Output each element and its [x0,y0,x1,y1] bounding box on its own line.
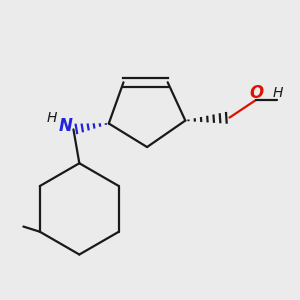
Text: O: O [249,84,263,102]
Text: H: H [46,111,56,124]
Text: N: N [59,117,73,135]
Text: H: H [273,85,283,100]
